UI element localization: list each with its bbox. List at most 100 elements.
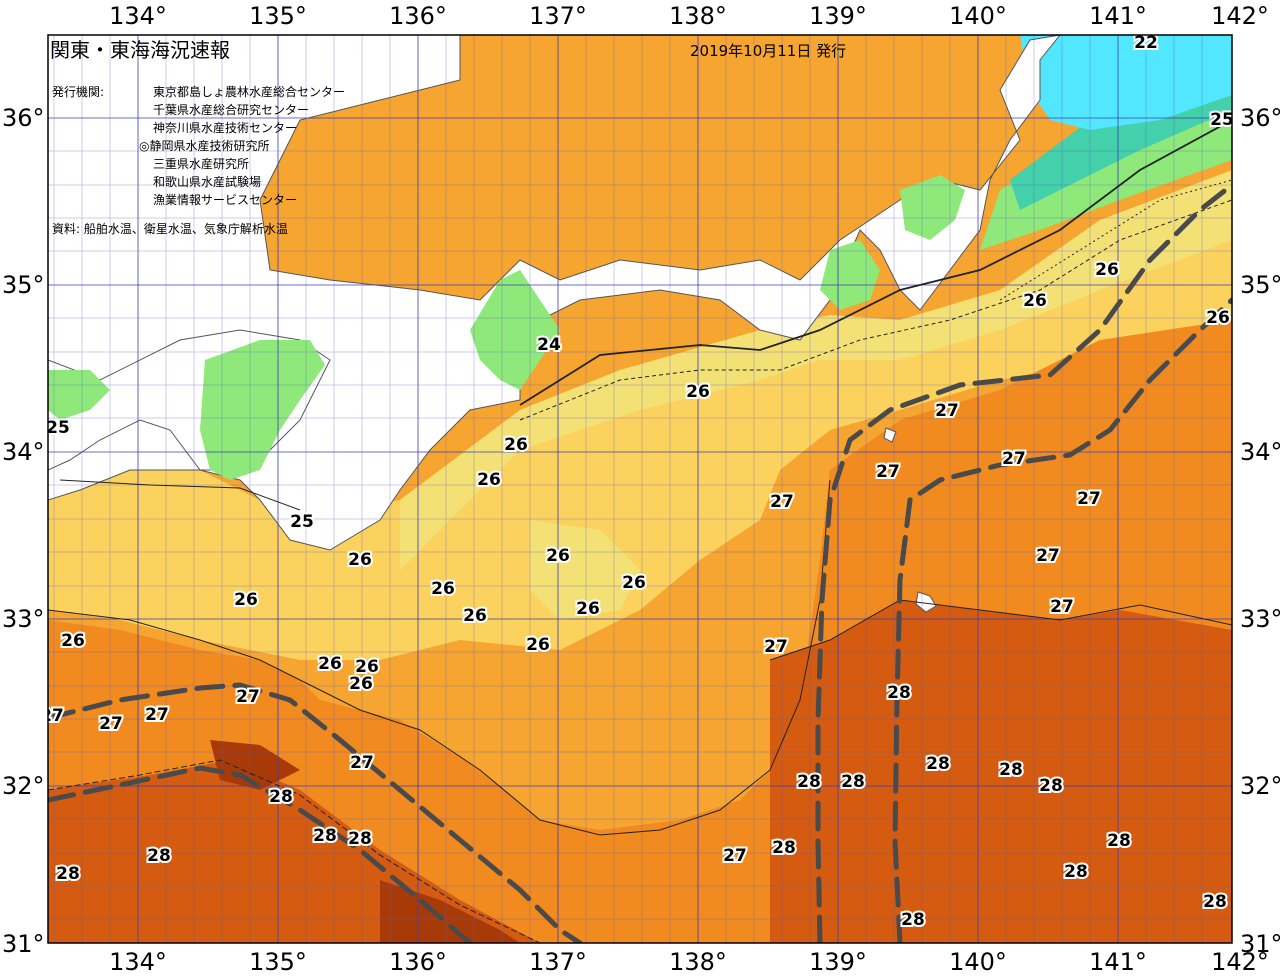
zone-24-ise	[470, 270, 560, 390]
isotherm-label: 28	[772, 838, 796, 858]
isotherm-label: 27	[935, 401, 959, 421]
isotherm-label: 28	[901, 910, 925, 930]
isotherm-label: 27	[1050, 597, 1074, 617]
isotherm-label: 28	[313, 826, 337, 846]
isotherm-label: 27	[876, 462, 900, 482]
latitude-tick-left: 31°	[2, 930, 45, 958]
latitude-tick-right: 33°	[1240, 605, 1280, 633]
graticule	[48, 35, 1232, 943]
isotherm-lines	[48, 119, 1232, 943]
isotherm-label: 27	[1036, 546, 1060, 566]
land-northwest	[48, 35, 1061, 551]
isotherm-label: 26	[463, 606, 487, 626]
latitude-tick-left: 33°	[2, 605, 45, 633]
isotherm-label: 26	[318, 654, 342, 674]
longitude-tick-bottom: 138°	[669, 948, 727, 976]
longitude-tick-top: 137°	[529, 2, 587, 30]
land-island-north	[883, 427, 897, 443]
isotherm-label: 27	[723, 846, 747, 866]
isotherm-label: 28	[926, 754, 950, 774]
issue-date: 2019年10月11日 発行	[690, 42, 847, 60]
latitude-tick-left: 32°	[2, 772, 45, 800]
longitude-tick-bottom: 141°	[1089, 948, 1147, 976]
isotherm-label: 26	[576, 599, 600, 619]
isotherm-label: 22	[1134, 33, 1158, 53]
longitude-tick-bottom: 134°	[109, 948, 167, 976]
longitude-tick-top: 138°	[669, 2, 727, 30]
map-frame	[47, 34, 1233, 944]
longitude-tick-bottom: 142°	[1211, 948, 1269, 976]
isotherm-label: 27	[1077, 489, 1101, 509]
organization: 三重県水産研究所	[153, 157, 250, 171]
coastal-cold-water	[48, 175, 965, 480]
isotherm-label: 26	[622, 573, 646, 593]
longitude-tick-top: 141°	[1089, 2, 1147, 30]
isotherm-label: 28	[348, 829, 372, 849]
longitude-tick-bottom: 136°	[389, 948, 447, 976]
isotherm-label: 26	[1023, 291, 1047, 311]
isotherm-label: 27	[40, 706, 64, 726]
zone-24-sagami	[900, 175, 965, 240]
isotherm-label: 28	[887, 683, 911, 703]
latitude-tick-right: 32°	[1240, 772, 1280, 800]
kuroshio-axis-inner	[48, 765, 473, 943]
isotherm-label: 27	[236, 687, 260, 707]
isotherm-label: 26	[477, 470, 501, 490]
isotherm-label: 25	[1210, 110, 1234, 130]
latitude-tick-right: 31°	[1240, 930, 1280, 958]
isotherm-label: 26	[355, 657, 379, 677]
isotherm-label: 26	[1206, 308, 1230, 328]
organization: 神奈川県水産技術センター	[153, 121, 298, 135]
latitude-tick-right: 35°	[1240, 271, 1280, 299]
latitude-tick-left: 36°	[2, 104, 45, 132]
isotherm-label: 26	[348, 550, 372, 570]
isotherm-label: 24	[537, 335, 561, 355]
longitude-tick-top: 142°	[1211, 2, 1269, 30]
isotherm-label: 26	[349, 674, 373, 694]
graticule-minor	[48, 35, 1232, 943]
longitude-tick-top: 135°	[249, 2, 307, 30]
latitude-tick-right: 36°	[1240, 104, 1280, 132]
latitude-tick-right: 34°	[1240, 438, 1280, 466]
isotherm-label: 28	[269, 787, 293, 807]
isotherm-label: 28	[1039, 776, 1063, 796]
isotherm-label: 26	[1095, 260, 1119, 280]
zone-24-kii	[200, 340, 325, 480]
zone-29	[380, 880, 520, 943]
organization: 東京都島しょ農林水産総合センター	[153, 85, 346, 99]
zone-26	[48, 200, 1232, 660]
isotherm-label: 26	[431, 579, 455, 599]
longitude-tick-top: 140°	[949, 2, 1007, 30]
map-title: 関東・東海海況速報	[50, 38, 230, 62]
longitude-tick-top: 134°	[109, 2, 167, 30]
isotherm-label: 28	[841, 772, 865, 792]
longitude-tick-top: 136°	[389, 2, 447, 30]
longitude-tick-top: 139°	[809, 2, 867, 30]
isotherm-label: 27	[764, 637, 788, 657]
kuroshio-axis-outer	[48, 682, 583, 943]
organization: 漁業情報サービスセンター	[153, 193, 298, 207]
longitude-tick-bottom: 137°	[529, 948, 587, 976]
isotherm-label: 25	[46, 418, 70, 438]
isotherm-label: 28	[999, 760, 1023, 780]
isotherm-label: 27	[1002, 449, 1026, 469]
data-sources: 資料: 船舶水温、衛星水温、気象庁解析水温	[52, 222, 288, 236]
isotherm-label: 27	[145, 705, 169, 725]
zone-27-west	[48, 620, 320, 705]
zone-25	[400, 170, 1232, 570]
zone-29-b	[210, 740, 300, 790]
kuroshio-axis	[48, 182, 1232, 943]
zone-22	[1020, 35, 1232, 130]
latitude-tick-left: 34°	[2, 438, 45, 466]
organization: ◎静岡県水産技術研究所	[139, 139, 270, 153]
organization: 和歌山県水産試験場	[153, 175, 262, 189]
isotherm-label: 28	[1064, 862, 1088, 882]
longitude-tick-bottom: 135°	[249, 948, 307, 976]
isotherm-label: 27	[350, 753, 374, 773]
isotherm-label: 27	[770, 492, 794, 512]
longitude-tick-bottom: 139°	[809, 948, 867, 976]
isotherm-label: 28	[147, 846, 171, 866]
organization: 千葉県水産総合研究センター	[153, 103, 310, 117]
